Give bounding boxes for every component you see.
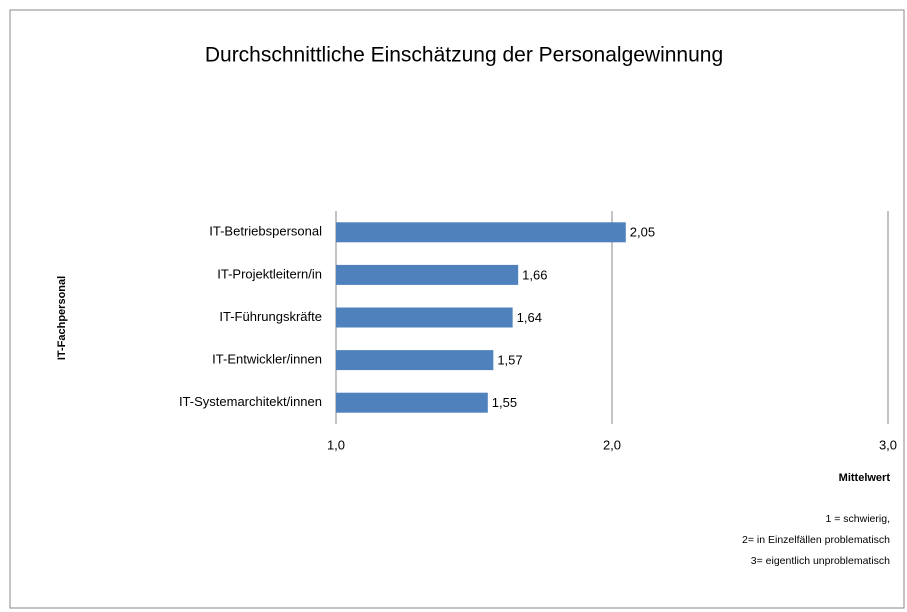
chart-title: Durchschnittliche Einschätzung der Perso…	[205, 44, 723, 67]
x-axis-label: Mittelwert	[839, 472, 891, 484]
x-tick-label: 2,0	[603, 437, 621, 452]
bar	[336, 350, 494, 371]
y-tick-label: IT-Entwickler/innen	[212, 352, 322, 367]
data-label: 2,05	[630, 225, 655, 240]
x-tick-label: 1,0	[327, 437, 345, 452]
bar	[336, 222, 626, 243]
x-tick-label: 3,0	[879, 437, 897, 452]
y-tick-label: IT-Projektleitern/in	[217, 266, 322, 281]
annotation: 3= eigentlich unproblematisch	[751, 555, 890, 567]
data-label: 1,64	[517, 310, 542, 325]
annotation: 2= in Einzelfällen problematisch	[742, 534, 890, 546]
data-label: 1,55	[492, 395, 517, 410]
y-tick-label: IT-Führungskräfte	[219, 309, 322, 324]
y-tick-label: IT-Betriebspersonal	[209, 224, 322, 239]
bar	[336, 264, 519, 285]
data-label: 1,57	[497, 353, 522, 368]
bar	[336, 307, 513, 328]
data-label: 1,66	[522, 267, 547, 282]
annotation: 1 = schwierig,	[826, 513, 891, 525]
bar	[336, 392, 488, 413]
y-tick-label: IT-Systemarchitekt/innen	[179, 394, 322, 409]
y-axis-label: IT-Fachpersonal	[56, 276, 68, 360]
